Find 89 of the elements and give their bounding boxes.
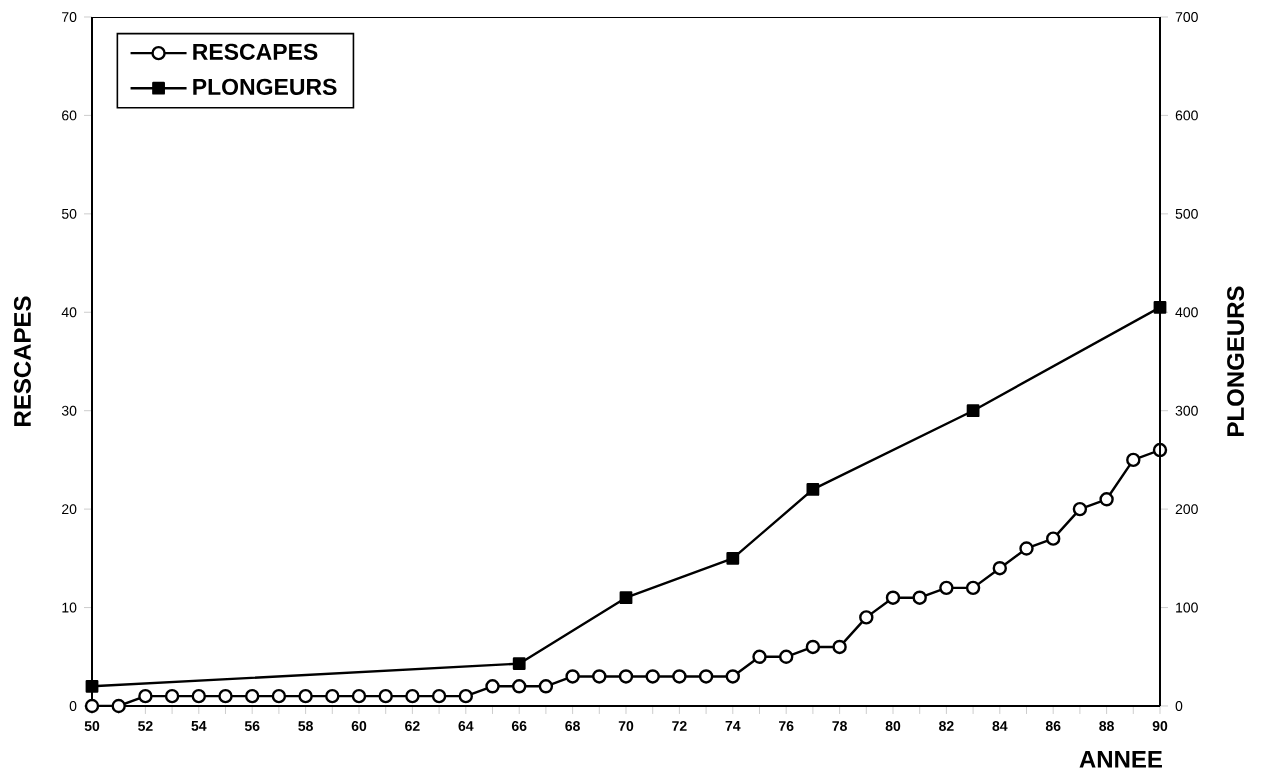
point — [618, 669, 634, 684]
point — [138, 688, 153, 704]
point — [619, 591, 633, 605]
x-tick-label: 50 — [84, 721, 100, 731]
legend-label: RESCAPES — [193, 43, 318, 60]
x-tick-label: 76 — [779, 721, 794, 731]
point — [806, 483, 820, 496]
point — [965, 580, 981, 596]
x-tick-label: 52 — [138, 721, 153, 731]
point — [859, 610, 874, 625]
point — [405, 688, 420, 704]
point — [85, 679, 99, 693]
y-tick-label: 60 — [62, 110, 77, 121]
x-tick-label: 64 — [458, 721, 474, 731]
y-axis-title: RESCAPES — [13, 296, 31, 426]
point — [378, 688, 393, 704]
point — [1072, 501, 1088, 517]
x-tick-label: 80 — [885, 721, 901, 731]
y-tick-label: 20 — [62, 504, 77, 515]
x-tick-label: 74 — [725, 721, 741, 731]
x-tick-label: 86 — [1045, 721, 1061, 731]
point — [779, 649, 794, 664]
point — [645, 669, 660, 684]
y-tick-label: 70 — [62, 12, 77, 22]
point — [1153, 300, 1167, 314]
point — [832, 639, 847, 655]
x-tick-label: 68 — [565, 721, 580, 731]
y2-tick-label: 300 — [1175, 405, 1198, 416]
x-tick-label: 60 — [351, 721, 367, 731]
point — [271, 688, 287, 704]
x-tick-label: 88 — [1099, 721, 1114, 731]
point — [1046, 531, 1061, 546]
point — [84, 698, 100, 714]
x-tick-label: 58 — [298, 721, 313, 731]
x-tick-label: 62 — [405, 721, 420, 731]
y2-axis-title: PLONGEURS — [1227, 286, 1245, 436]
point — [298, 688, 313, 704]
y-tick-label: 0 — [69, 701, 77, 711]
point — [458, 688, 473, 704]
point — [592, 669, 607, 684]
point — [1099, 492, 1114, 507]
point — [512, 657, 526, 671]
y2-tick-label: 600 — [1175, 110, 1198, 121]
x-tick-label: 72 — [672, 721, 687, 731]
x-tick-label: 66 — [511, 721, 527, 731]
point — [218, 688, 233, 704]
y-tick-label: 40 — [61, 307, 77, 318]
x-tick-label: 82 — [939, 721, 954, 731]
x-tick-label: 54 — [191, 721, 207, 731]
x-tick-label: 56 — [244, 721, 260, 731]
point — [805, 639, 821, 655]
point — [698, 669, 714, 684]
point — [726, 551, 740, 565]
y-tick-label: 10 — [62, 602, 77, 613]
point — [538, 679, 554, 694]
x-tick-label: 84 — [992, 721, 1008, 731]
point — [191, 688, 207, 704]
point — [512, 679, 527, 694]
point — [325, 688, 340, 704]
legend-label: PLONGEURS — [193, 78, 337, 95]
point — [1019, 541, 1034, 556]
point — [351, 688, 367, 704]
point — [1126, 452, 1141, 468]
y2-tick-label: 500 — [1175, 208, 1198, 219]
x-axis-title: ANNEE — [1079, 751, 1162, 768]
y-tick-label: 30 — [61, 405, 77, 416]
y2-tick-label: 700 — [1175, 12, 1198, 22]
point — [885, 590, 901, 605]
x-tick-label: 70 — [618, 721, 634, 731]
y2-tick-label: 400 — [1175, 307, 1198, 318]
point — [164, 688, 180, 704]
y-tick-label: 50 — [61, 208, 77, 219]
x-tick-label: 78 — [832, 721, 847, 731]
point — [485, 679, 500, 694]
point — [725, 669, 740, 684]
y2-tick-label: 100 — [1176, 602, 1198, 613]
point — [752, 649, 767, 664]
y2-tick-label: 200 — [1175, 504, 1198, 515]
point — [672, 669, 687, 684]
point — [111, 698, 126, 714]
point — [939, 580, 954, 596]
point — [565, 669, 580, 684]
point — [966, 404, 980, 418]
y2-tick-label: 0 — [1175, 701, 1183, 711]
point — [992, 560, 1007, 576]
x-tick-label: 90 — [1152, 721, 1168, 731]
point — [912, 590, 927, 605]
point — [431, 688, 447, 704]
point — [245, 688, 260, 704]
